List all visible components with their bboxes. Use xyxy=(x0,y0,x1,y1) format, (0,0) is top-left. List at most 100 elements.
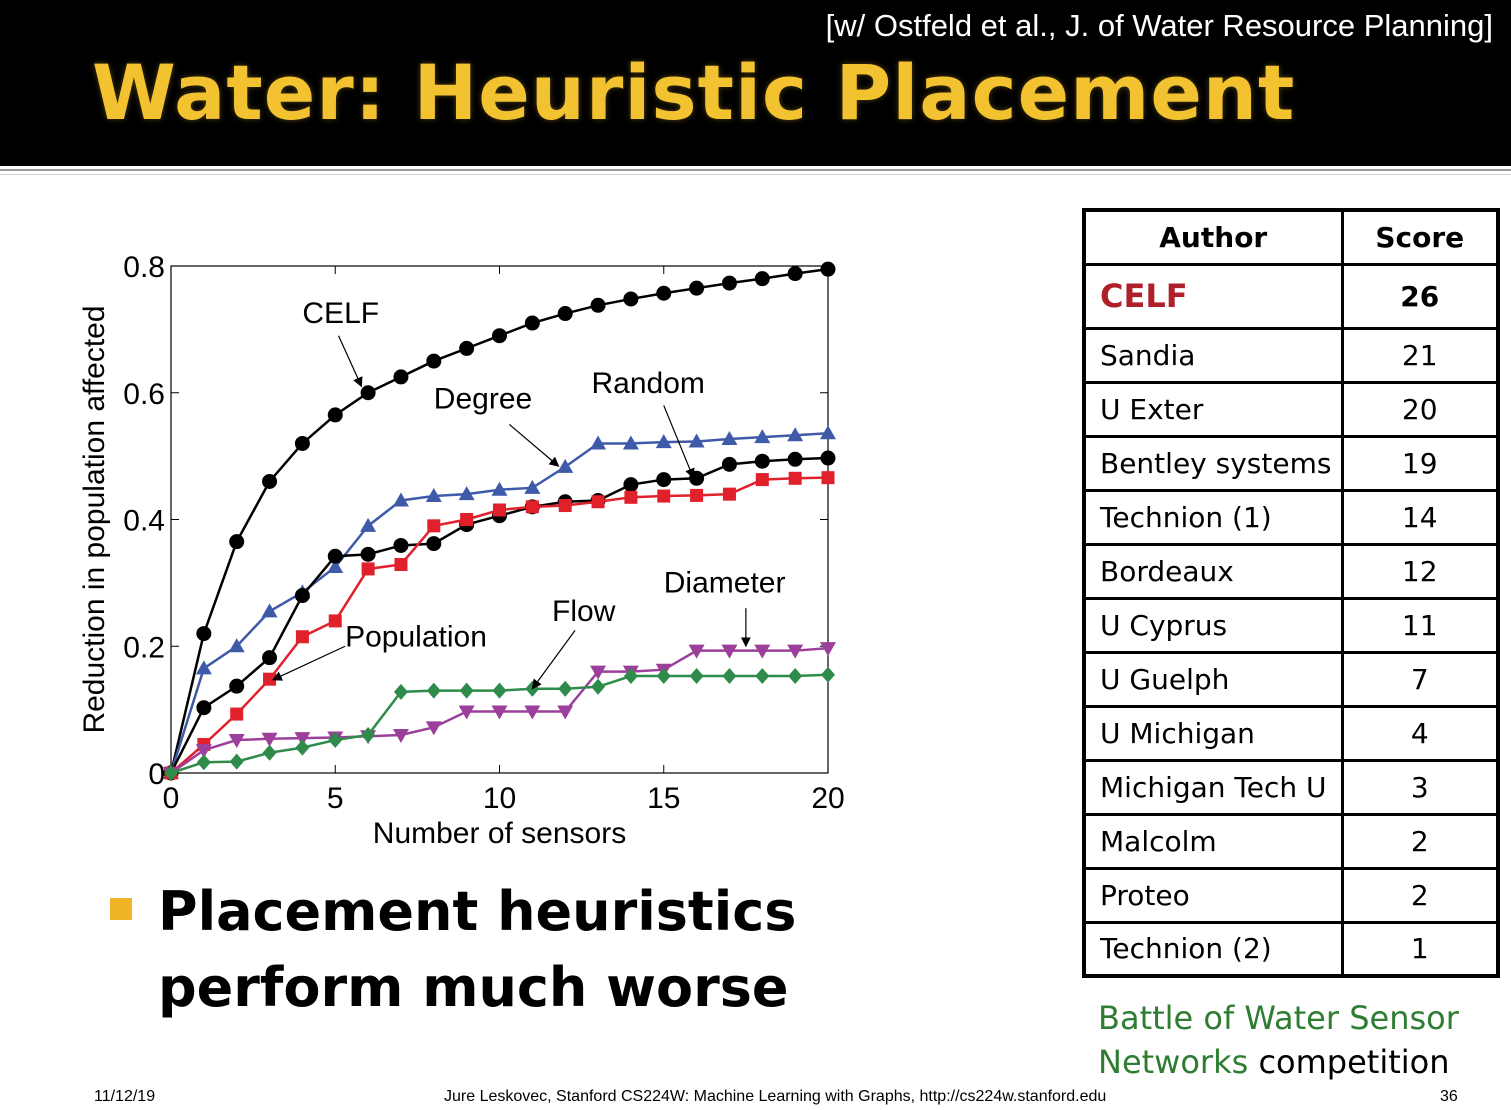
table-row: Sandia 21 xyxy=(1082,326,1500,384)
data-point-celf xyxy=(820,261,836,277)
annotation-arrow xyxy=(508,423,560,467)
table-row: U Michigan 4 xyxy=(1082,704,1500,762)
data-point-degree xyxy=(820,425,836,440)
data-point-degree xyxy=(622,435,639,450)
x-axis-label: Number of sensors xyxy=(373,817,626,850)
data-point-diameter xyxy=(425,721,442,736)
data-point-population xyxy=(821,471,835,485)
author-cell: CELF xyxy=(1082,262,1344,330)
data-point-population xyxy=(493,503,506,517)
score-cell: 14 xyxy=(1340,488,1500,546)
data-point-degree xyxy=(721,431,738,446)
table-row: CELF 26 xyxy=(1082,262,1500,330)
data-point-random xyxy=(360,546,376,562)
data-point-flow xyxy=(164,765,178,781)
column-header-score: Score xyxy=(1340,208,1500,266)
annotation-flow: Flow xyxy=(552,595,616,628)
data-point-population xyxy=(657,489,671,503)
data-point-diameter xyxy=(820,642,836,657)
data-point-diameter xyxy=(294,732,311,747)
table-header-row: Author Score xyxy=(1082,208,1500,266)
x-tick-label: 0 xyxy=(163,782,180,815)
data-point-flow xyxy=(229,753,244,770)
data-point-diameter xyxy=(721,644,738,659)
data-point-population xyxy=(755,473,769,487)
data-point-diameter xyxy=(590,665,607,680)
x-tick-label: 10 xyxy=(483,782,516,815)
data-point-diameter xyxy=(458,705,475,720)
data-point-flow xyxy=(591,678,606,695)
author-cell: U Exter xyxy=(1082,380,1344,438)
data-point-flow xyxy=(393,683,408,700)
data-point-celf xyxy=(327,407,343,423)
data-point-population xyxy=(361,562,375,576)
author-cell: Bentley systems xyxy=(1082,434,1344,492)
table-row: U Exter 20 xyxy=(1082,380,1500,438)
score-table: Author Score CELF 26 Sandia 21 U Exter 20 Bent… xyxy=(1082,208,1500,978)
data-point-flow xyxy=(821,666,835,683)
data-point-random xyxy=(721,456,737,472)
header-divider xyxy=(0,169,1511,171)
data-point-degree xyxy=(787,427,804,442)
data-point-celf xyxy=(492,328,507,344)
data-point-diameter xyxy=(195,744,212,759)
score-cell: 19 xyxy=(1340,434,1500,492)
data-point-degree xyxy=(392,492,409,507)
annotation-diameter: Diameter xyxy=(664,566,786,599)
data-point-diameter xyxy=(754,644,771,659)
table-caption: Battle of Water Sensor Networks competit… xyxy=(1098,996,1498,1084)
y-axis-label: Reduction in population affected xyxy=(78,305,111,733)
data-point-random xyxy=(393,537,409,553)
bullet-text: Placement heuristics perform much worse xyxy=(158,880,797,1019)
bullet-marker xyxy=(110,898,132,920)
annotation-random: Random xyxy=(591,367,704,400)
data-point-diameter xyxy=(524,705,541,720)
score-cell: 1 xyxy=(1340,920,1500,978)
data-point-population xyxy=(230,707,244,721)
data-point-celf xyxy=(360,385,376,401)
column-header-author: Author xyxy=(1082,208,1344,266)
data-point-population xyxy=(394,557,408,571)
author-cell: Technion (2) xyxy=(1082,920,1344,978)
header-divider-thin xyxy=(0,174,1511,175)
author-cell: U Michigan xyxy=(1082,704,1344,762)
annotation-arrow xyxy=(337,335,363,388)
y-tick-label: 0.4 xyxy=(123,505,165,538)
data-point-celf xyxy=(229,534,245,550)
data-point-celf xyxy=(393,369,409,385)
table-row: Bentley systems 19 xyxy=(1082,434,1500,492)
data-point-flow xyxy=(426,682,441,699)
data-point-celf xyxy=(590,297,606,313)
score-cell: 11 xyxy=(1340,596,1500,654)
score-cell: 4 xyxy=(1340,704,1500,762)
data-point-random xyxy=(623,477,639,493)
data-point-celf xyxy=(196,626,212,642)
data-point-degree xyxy=(425,488,442,503)
author-cell: Malcolm xyxy=(1082,812,1344,870)
table-row: Proteo 2 xyxy=(1082,866,1500,924)
data-point-flow xyxy=(328,732,343,749)
data-point-flow xyxy=(689,668,704,685)
data-point-degree xyxy=(491,481,508,496)
author-cell: Bordeaux xyxy=(1082,542,1344,600)
score-cell: 2 xyxy=(1340,812,1500,870)
data-point-random xyxy=(196,700,212,716)
data-point-degree xyxy=(195,660,212,675)
score-cell: 20 xyxy=(1340,380,1500,438)
data-point-celf xyxy=(524,315,540,331)
data-point-flow xyxy=(196,754,211,771)
score-cell: 12 xyxy=(1340,542,1500,600)
data-point-celf xyxy=(656,285,672,301)
table-row: Technion (2) 1 xyxy=(1082,920,1500,978)
caption-highlight: Battle of Water Sensor Networks xyxy=(1098,999,1459,1081)
table-row: Malcolm 2 xyxy=(1082,812,1500,870)
data-point-random xyxy=(820,450,836,466)
data-point-celf xyxy=(721,275,737,291)
y-tick-label: 0.2 xyxy=(123,631,165,664)
data-point-random xyxy=(327,548,343,564)
score-cell: 2 xyxy=(1340,866,1500,924)
data-point-diameter xyxy=(557,705,574,720)
score-cell: 21 xyxy=(1340,326,1500,384)
data-point-population xyxy=(788,471,802,485)
author-cell: U Guelph xyxy=(1082,650,1344,708)
